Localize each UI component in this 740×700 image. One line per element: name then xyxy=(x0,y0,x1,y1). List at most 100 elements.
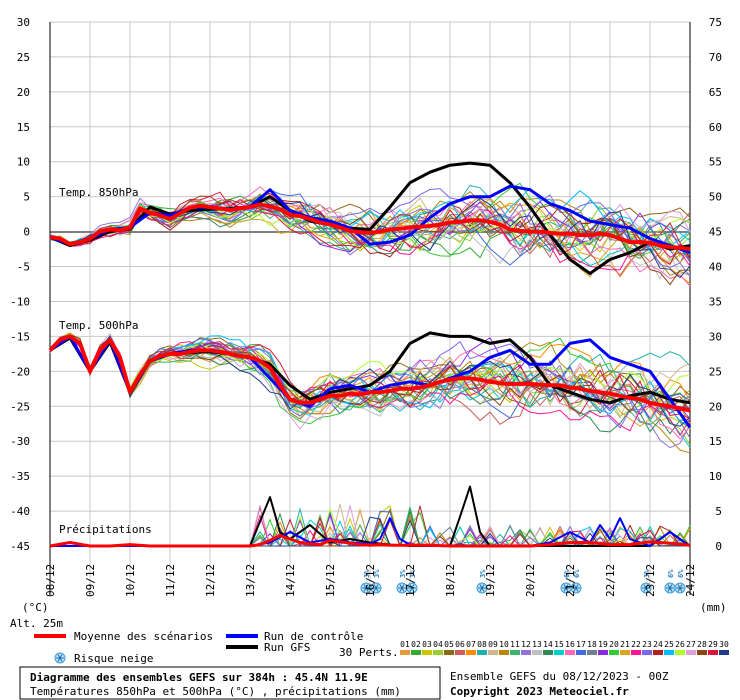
left-tick-label: 15 xyxy=(17,121,30,134)
pert-number: 18 xyxy=(587,640,597,649)
member-line-850 xyxy=(49,188,691,277)
pert-color-swatch xyxy=(686,650,696,655)
x-tick-label: 11/12 xyxy=(164,564,177,597)
pert-color-swatch xyxy=(422,650,432,655)
pert-number: 08 xyxy=(477,640,487,649)
mean-line-500 xyxy=(48,334,691,413)
pert-color-swatch xyxy=(455,650,465,655)
pert-color-swatch xyxy=(521,650,531,655)
pert-number: 27 xyxy=(686,640,696,649)
left-tick-label: 20 xyxy=(17,86,30,99)
pert-number: 03 xyxy=(422,640,432,649)
pert-number: 14 xyxy=(543,640,553,649)
pert-color-swatch xyxy=(697,650,707,655)
pert-color-swatch xyxy=(642,650,652,655)
x-tick-label: 23/12 xyxy=(644,564,657,597)
key-series-lines xyxy=(48,161,692,548)
left-tick-label: 30 xyxy=(17,16,30,29)
pert-color-swatch xyxy=(620,650,630,655)
right-tick-label: 5 xyxy=(715,505,722,518)
pert-color-swatch xyxy=(631,650,641,655)
left-tick-label: -40 xyxy=(10,505,30,518)
precip-panel-label: Précipitations xyxy=(59,523,152,536)
t850-panel-label: Temp. 850hPa xyxy=(59,186,138,199)
right-tick-label: 10 xyxy=(709,470,722,483)
right-tick-label: 20 xyxy=(709,400,722,413)
pert-number: 02 xyxy=(411,640,421,649)
pert-number: 23 xyxy=(642,640,652,649)
snow-risk-percent: 6% xyxy=(563,569,571,578)
pert-number: 17 xyxy=(576,640,586,649)
x-tick-label: 08/12 xyxy=(44,564,57,597)
left-tick-label: -30 xyxy=(10,435,30,448)
snow-risk-percent: 3% xyxy=(409,569,417,578)
snow-risk-percent: 3% xyxy=(479,569,487,578)
left-tick-label: -5 xyxy=(17,261,30,274)
pert-color-swatch xyxy=(664,650,674,655)
pert-number: 15 xyxy=(554,640,564,649)
right-tick-label: 30 xyxy=(709,330,722,343)
gfs-line-850 xyxy=(49,161,691,275)
x-tick-label: 21/12 xyxy=(564,564,577,597)
pert-color-swatch xyxy=(510,650,520,655)
pert-color-swatch xyxy=(488,650,498,655)
t500-panel-label: Temp. 500hPa xyxy=(59,319,138,332)
right-unit-label: (mm) xyxy=(700,601,727,614)
pert-number: 06 xyxy=(455,640,465,649)
mean-line-precip xyxy=(49,534,691,548)
copyright: Copyright 2023 Meteociel.fr xyxy=(450,685,629,698)
right-tick-label: 15 xyxy=(709,435,722,448)
x-tick-label: 20/12 xyxy=(524,564,537,597)
pert-number: 29 xyxy=(708,640,718,649)
vertical-gridlines xyxy=(49,22,691,595)
right-tick-label: 0 xyxy=(715,540,722,553)
pert-color-swatch xyxy=(466,650,476,655)
snowflake-icon xyxy=(54,652,66,664)
snow-risk-percent: 3% xyxy=(643,569,651,578)
x-tick-label: 10/12 xyxy=(124,564,137,597)
snow-risk-icon xyxy=(360,582,372,594)
x-tick-label: 13/12 xyxy=(244,564,257,597)
pert-color-swatch xyxy=(708,650,718,655)
pert-color-swatch xyxy=(598,650,608,655)
pert-color-swatch xyxy=(587,650,597,655)
left-tick-label: -10 xyxy=(10,295,30,308)
pert-color-swatch xyxy=(565,650,575,655)
left-axis-ticks: 30 25 20 15 10 5 0 -5 -10 -15 -20 -25 -30 -35 -40 -45 xyxy=(10,16,30,553)
legend-snow-label: Risque neige xyxy=(74,652,153,665)
x-tick-label: 16/12 xyxy=(364,564,377,597)
altitude-label: Alt. 25m xyxy=(10,617,63,630)
x-tick-label: 15/12 xyxy=(324,564,337,597)
legend-gfs-label: Run GFS xyxy=(264,641,310,654)
diagram-subtitle: Températures 850hPa et 500hPa (°C) , pré… xyxy=(30,685,401,698)
legend-control-label: Run de contrôle xyxy=(264,630,363,643)
member-line-500 xyxy=(49,334,691,413)
snow-risk-percent: 6% xyxy=(677,569,685,578)
left-tick-label: -20 xyxy=(10,365,30,378)
perturbation-swatches: 01 02 03 04 05 06 07 08 09 10 11 12 13 14 15 16 17 18 19 20… xyxy=(400,640,729,655)
left-tick-label: 0 xyxy=(23,226,30,239)
pert-color-swatch xyxy=(653,650,663,655)
right-tick-label: 60 xyxy=(709,121,722,134)
pert-number: 20 xyxy=(609,640,619,649)
pert-color-swatch xyxy=(543,650,553,655)
right-tick-label: 40 xyxy=(709,261,722,274)
snow-risk-percent: 3% xyxy=(399,569,407,578)
pert-color-swatch xyxy=(477,650,487,655)
snow-risk-icon xyxy=(640,582,652,594)
legend-perts-label: 30 Perts. xyxy=(339,646,399,659)
diagram-title: Diagramme des ensembles GEFS sur 384h : … xyxy=(30,671,368,684)
left-tick-label: 10 xyxy=(17,156,30,169)
pert-color-swatch xyxy=(576,650,586,655)
x-tick-label: 24/12 xyxy=(684,564,697,597)
pert-color-swatch xyxy=(444,650,454,655)
snow-risk-icon xyxy=(406,582,418,594)
pert-color-swatch xyxy=(499,650,509,655)
snow-risk-icon xyxy=(664,582,676,594)
pert-number: 19 xyxy=(598,640,608,649)
x-tick-label: 09/12 xyxy=(84,564,97,597)
x-tick-label: 14/12 xyxy=(284,564,297,597)
snow-risk-icon xyxy=(674,582,686,594)
